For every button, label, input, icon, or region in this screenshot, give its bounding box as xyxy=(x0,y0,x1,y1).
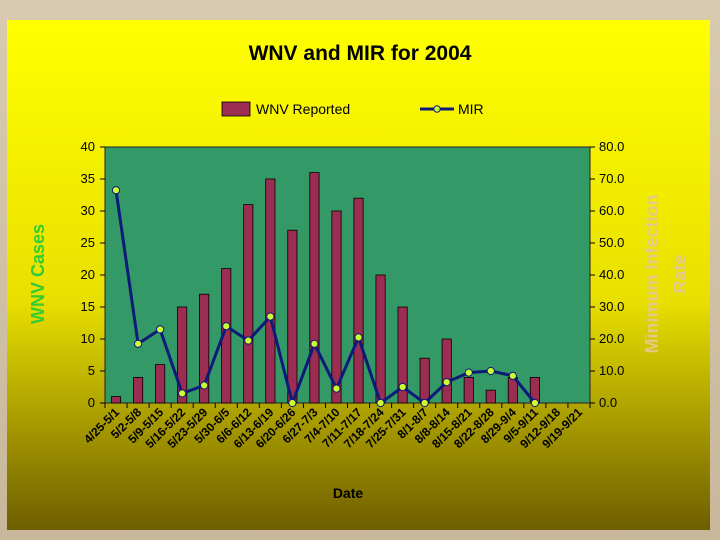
y2-tick-label-4: 40.0 xyxy=(599,267,624,282)
y2-tick-label-3: 30.0 xyxy=(599,299,624,314)
mir-point-4 xyxy=(200,381,209,390)
bar-15 xyxy=(441,338,452,404)
bar-16 xyxy=(463,376,474,404)
axes: 0 5 10 15 20 25 30 35 40 0.0 10.0 20.0 30.0 40.0 50.0 6… xyxy=(81,139,625,410)
y2-tick-label-0: 0.0 xyxy=(599,395,617,410)
legend-label-mir: MIR xyxy=(458,101,484,117)
mir-point-7 xyxy=(266,312,275,321)
mir-point-10 xyxy=(332,384,341,393)
chart-title: WNV and MIR for 2004 xyxy=(249,42,472,65)
bar-14 xyxy=(419,357,430,404)
legend-label-wnv: WNV Reported xyxy=(256,101,350,117)
y-tick-label-1: 5 xyxy=(88,363,95,378)
bar-9 xyxy=(309,172,320,404)
bar-13 xyxy=(397,306,408,404)
y-axis-label: WNV Cases xyxy=(28,224,48,324)
bar-12 xyxy=(375,274,386,404)
legend-swatch-mir-marker xyxy=(433,105,441,113)
legend: WNV Reported MIR xyxy=(221,101,484,117)
mir-point-3 xyxy=(178,389,187,398)
bar-10 xyxy=(331,210,342,404)
y2-tick-label-7: 70.0 xyxy=(599,171,624,186)
bar-2 xyxy=(155,364,166,404)
mir-point-13 xyxy=(398,382,407,392)
mir-point-0 xyxy=(111,186,121,195)
y-tick-label-8: 40 xyxy=(81,139,95,154)
mir-point-8 xyxy=(288,398,297,408)
mir-point-12 xyxy=(376,398,385,408)
mir-point-5 xyxy=(222,322,231,331)
line-series xyxy=(111,186,539,408)
y-tick-label-7: 35 xyxy=(81,171,95,186)
y-tick-label-6: 30 xyxy=(81,203,95,218)
y-tick-label-5: 25 xyxy=(81,235,95,250)
mir-point-11 xyxy=(354,333,363,342)
x-axis-label: Date xyxy=(333,485,364,501)
mir-point-2 xyxy=(156,325,165,334)
bar-11 xyxy=(353,197,364,404)
legend-swatch-wnv xyxy=(221,101,251,117)
y2-axis-label-line2: Rate xyxy=(670,254,690,293)
mir-point-19 xyxy=(530,398,539,408)
bar-4 xyxy=(199,293,210,404)
bar-8 xyxy=(287,229,298,404)
mir-point-9 xyxy=(310,339,319,348)
bar-3 xyxy=(177,306,188,404)
bar-7 xyxy=(265,178,276,404)
y-tick-label-3: 15 xyxy=(81,299,95,314)
y-tick-label-0: 0 xyxy=(88,395,95,410)
mir-point-14 xyxy=(420,398,429,408)
y2-tick-label-1: 10.0 xyxy=(599,363,624,378)
mir-point-16 xyxy=(464,368,473,377)
y2-tick-label-8: 80.0 xyxy=(599,139,624,154)
y-tick-label-2: 10 xyxy=(81,331,95,346)
mir-point-18 xyxy=(508,371,517,380)
mir-point-15 xyxy=(442,378,451,387)
y2-tick-label-2: 20.0 xyxy=(599,331,624,346)
bar-1 xyxy=(133,376,144,404)
y2-tick-label-6: 60.0 xyxy=(599,203,624,218)
y2-tick-label-5: 50.0 xyxy=(599,235,624,250)
mir-point-1 xyxy=(133,339,143,348)
mir-point-6 xyxy=(244,336,253,345)
y2-axis-label-line1: Minimum Infection xyxy=(642,195,662,354)
y-tick-label-4: 20 xyxy=(81,267,95,282)
mir-point-17 xyxy=(486,366,495,376)
x-tick-labels: 4/25-5/15/2-5/85/9-5/155/16-5/225/23-5/2… xyxy=(81,405,585,451)
bar-0 xyxy=(110,396,122,404)
bar-17 xyxy=(485,389,496,404)
bar-series xyxy=(110,172,540,404)
bar-6 xyxy=(243,204,254,404)
